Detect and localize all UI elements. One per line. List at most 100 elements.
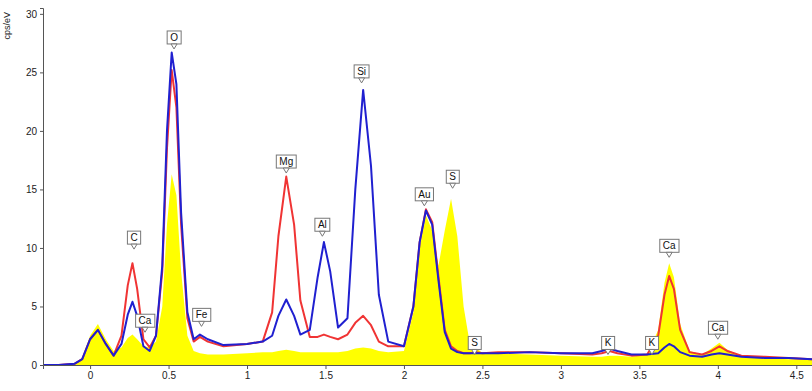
peak-label-text: Mg [279,156,293,167]
tick: 25 [26,67,43,78]
tick-mark [718,365,719,369]
tick: 3.5 [633,365,647,381]
tick-label: 25 [26,67,38,78]
peak-label: C [127,231,140,249]
peak-label-box [646,336,659,349]
peak-label-text: Ca [711,322,724,333]
peak-label: Al [315,218,330,236]
spectrum-line [43,52,812,365]
peak-label: S [468,336,481,354]
peak-label-box [660,239,679,252]
tick-mark [404,365,405,369]
tick: 3 [559,365,565,381]
tick-mark [40,189,43,190]
peak-label-text: O [170,32,178,43]
tick: 0 [31,360,43,371]
tick-mark [561,365,562,369]
tick: 30 [26,9,43,20]
tick-label: 15 [26,184,38,195]
peak-label-text: Fe [196,309,208,320]
tick: 2.5 [476,365,490,381]
peak-label-pointer [715,334,721,339]
peak-label-text: K [605,337,612,348]
peak-label-pointer [605,349,611,354]
tick: 2 [402,365,408,381]
peak-label-pointer [142,327,148,332]
peak-label-box [354,65,369,78]
tick-label: 2 [402,370,408,381]
tick-label: 5 [31,301,37,312]
spectrum-line [43,70,812,365]
tick: 5 [31,301,43,312]
peak-label-text: Au [418,189,430,200]
peak-label-text: K [649,337,656,348]
peak-label: Si [354,65,369,83]
tick-mark [40,365,43,366]
tick-mark [247,365,248,369]
tick-mark [639,365,640,369]
peak-label: K [602,336,615,354]
peak-label-pointer [421,201,427,206]
peak-label: S [446,170,459,188]
tick: 1.5 [319,365,333,381]
peak-label-box [415,188,433,201]
peak-label: Ca [660,239,679,257]
peak-label-box [167,31,181,44]
tick-mark [796,365,797,369]
peak-label-text: Ca [663,240,676,251]
y-axis: 051015202530 [26,9,44,371]
peak-label: O [167,31,181,49]
peak-label-pointer [450,183,456,188]
peak-label-pointer [131,244,137,249]
tick-label: 0.5 [162,370,176,381]
peak-label-pointer [649,349,655,354]
peak-label-pointer [171,44,177,49]
tick-mark [169,365,170,369]
tick-label: 4.5 [790,370,804,381]
peak-label-text: Ca [139,315,152,326]
tick-mark [40,306,43,307]
peak-label-pointer [199,321,205,326]
tick-mark [325,365,326,369]
peak-label-box [708,321,727,334]
peak-label: Ca [708,321,727,339]
peak-label-pointer [666,252,672,257]
tick: 0.5 [162,365,176,381]
tick-mark [40,14,43,15]
peak-label-box [127,231,140,244]
tick: 1 [245,365,251,381]
peak-label-box [193,308,211,321]
peak-label-pointer [283,168,289,173]
peak-label-box [315,218,330,231]
peak-label: Au [415,188,433,206]
peak-label-text: S [449,171,456,182]
peak-label-box [602,336,615,349]
peak-label: Mg [276,155,296,173]
tick-mark [90,365,91,369]
plot-area [43,52,812,365]
tick-label: 10 [26,243,38,254]
tick-label: 0 [88,370,94,381]
tick-mark [40,131,43,132]
peak-label: Fe [193,308,211,326]
axis-line [40,9,44,366]
tick-label: 3 [559,370,565,381]
spectrum-area [43,174,812,365]
tick-mark [40,248,43,249]
tick-mark [482,365,483,369]
tick-label: 3.5 [633,370,647,381]
tick: 4 [716,365,722,381]
tick: 4.5 [790,365,804,381]
tick-label: 4 [716,370,722,381]
peak-label-pointer [319,231,325,236]
tick-label: 2.5 [476,370,490,381]
peak-label-box [446,170,459,183]
tick-mark [40,72,43,73]
peak-label: K [646,336,659,354]
peak-label-pointer [359,78,365,83]
chart: 00.511.522.533.544.5051015202530cps/eVCC… [0,0,812,391]
axis-line [44,366,812,370]
tick-label: 30 [26,9,38,20]
tick: 15 [26,184,43,195]
tick-label: 1 [245,370,251,381]
